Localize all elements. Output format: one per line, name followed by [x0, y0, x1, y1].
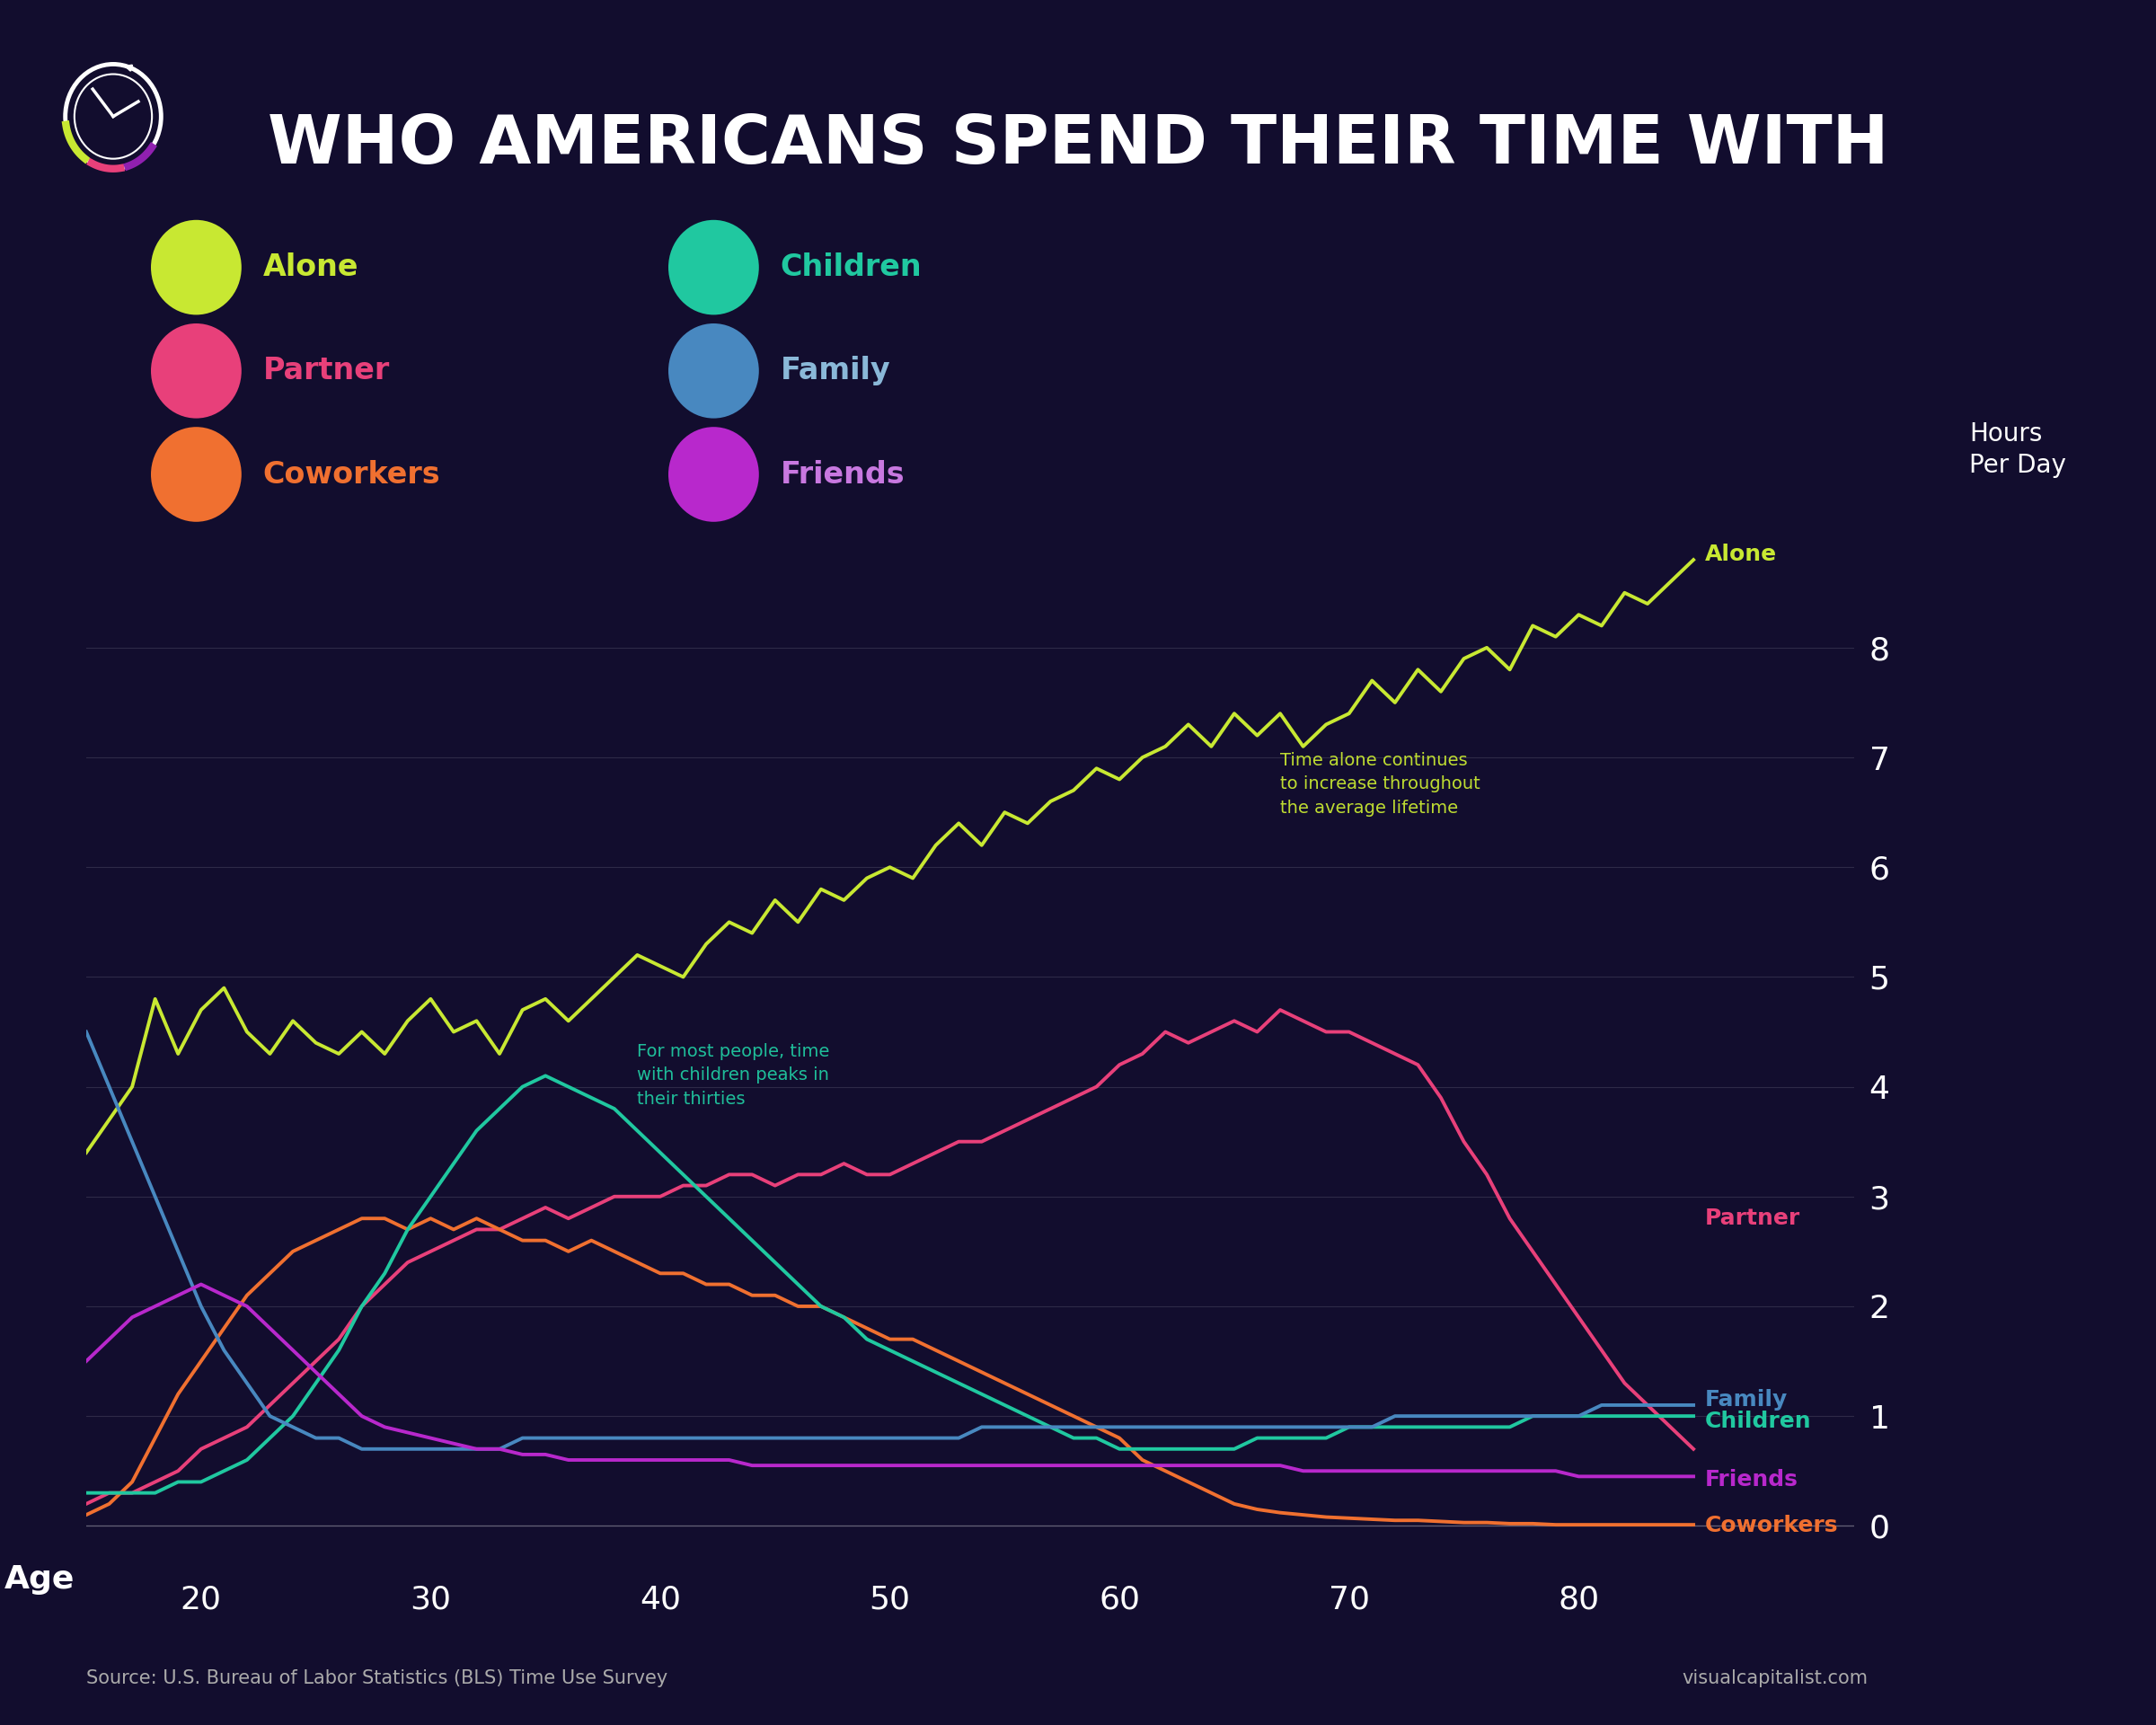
Text: Partner: Partner [263, 355, 390, 386]
Text: visualcapitalist.com: visualcapitalist.com [1682, 1670, 1867, 1687]
Text: Children: Children [780, 252, 923, 283]
Text: Source: U.S. Bureau of Labor Statistics (BLS) Time Use Survey: Source: U.S. Bureau of Labor Statistics … [86, 1670, 668, 1687]
Text: Hours
Per Day: Hours Per Day [1968, 421, 2065, 478]
Text: Age: Age [4, 1565, 75, 1596]
Text: Family: Family [780, 355, 890, 386]
Text: For most people, time
with children peaks in
their thirties: For most people, time with children peak… [638, 1044, 830, 1107]
Text: Coworkers: Coworkers [1705, 1515, 1839, 1537]
Text: Family: Family [1705, 1389, 1787, 1411]
Text: Time alone continues
to increase throughout
the average lifetime: Time alone continues to increase through… [1281, 752, 1481, 816]
Text: Alone: Alone [1705, 543, 1777, 566]
Text: Alone: Alone [263, 252, 358, 283]
Text: Partner: Partner [1705, 1208, 1800, 1230]
Text: WHO AMERICANS SPEND THEIR TIME WITH: WHO AMERICANS SPEND THEIR TIME WITH [267, 112, 1889, 178]
Text: Coworkers: Coworkers [263, 459, 440, 490]
Text: Friends: Friends [780, 459, 906, 490]
Text: Friends: Friends [1705, 1470, 1798, 1490]
Text: Children: Children [1705, 1411, 1811, 1432]
